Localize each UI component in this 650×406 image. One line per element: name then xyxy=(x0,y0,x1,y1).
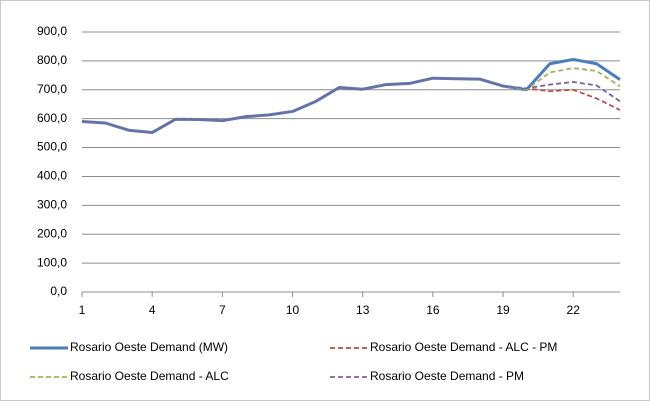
x-tick-label: 7 xyxy=(219,303,226,317)
legend-label: Rosario Oeste Demand (MW) xyxy=(70,340,228,354)
y-tick-label: 900,0 xyxy=(37,24,67,38)
x-tick-label: 4 xyxy=(149,303,156,317)
y-tick-label: 100,0 xyxy=(37,255,67,269)
y-tick-label: 200,0 xyxy=(37,226,67,240)
legend-label: Rosario Oeste Demand - ALC xyxy=(70,369,229,383)
y-tick-label: 400,0 xyxy=(37,169,67,183)
legend-label: Rosario Oeste Demand - PM xyxy=(370,369,524,383)
y-tick-label: 500,0 xyxy=(37,140,67,154)
x-tick-label: 16 xyxy=(426,303,440,317)
y-tick-label: 700,0 xyxy=(37,82,67,96)
y-tick-label: 800,0 xyxy=(37,53,67,67)
x-tick-label: 1 xyxy=(79,303,86,317)
y-tick-label: 0,0 xyxy=(50,284,67,298)
x-tick-label: 13 xyxy=(356,303,370,317)
y-tick-label: 600,0 xyxy=(37,111,67,125)
y-tick-label: 300,0 xyxy=(37,198,67,212)
x-tick-label: 19 xyxy=(496,303,510,317)
x-tick-label: 10 xyxy=(286,303,300,317)
x-tick-label: 22 xyxy=(567,303,581,317)
legend-label: Rosario Oeste Demand - ALC - PM xyxy=(370,340,557,354)
series-line xyxy=(81,77,621,134)
